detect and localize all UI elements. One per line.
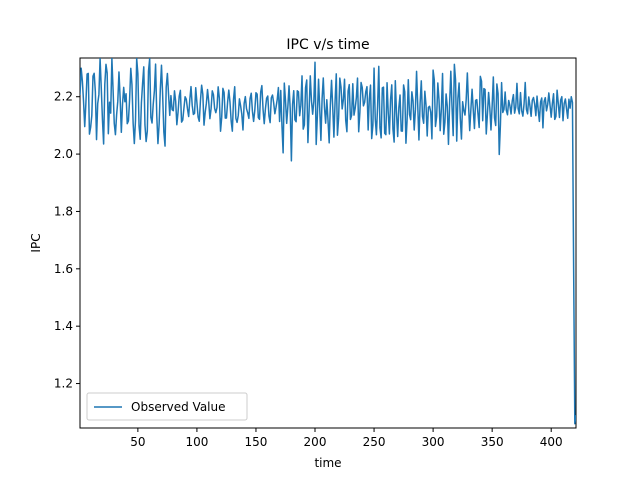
- x-tick-label: 50: [130, 435, 145, 449]
- x-tick-label: 300: [422, 435, 445, 449]
- y-tick-label: 1.6: [54, 262, 73, 276]
- series-line-observed-value: [80, 58, 576, 425]
- x-tick-label: 350: [481, 435, 504, 449]
- x-tick-label: 400: [540, 435, 563, 449]
- legend: Observed Value: [86, 392, 248, 421]
- y-axis-label: IPC: [29, 233, 43, 252]
- y-tick-label: 1.8: [54, 204, 73, 218]
- x-tick-label: 150: [245, 435, 268, 449]
- y-tick-label: 1.4: [54, 319, 73, 333]
- x-tick-label: 250: [363, 435, 386, 449]
- y-tick-label: 2.0: [54, 147, 73, 161]
- chart-title: IPC v/s time: [286, 37, 369, 53]
- x-tick-label: 100: [185, 435, 208, 449]
- plot-frame: [79, 57, 577, 429]
- plot-area: [79, 57, 577, 429]
- x-axis: 50 100 150 200 250 300 350 400: [130, 428, 563, 449]
- y-tick-label: 1.2: [54, 377, 73, 391]
- y-tick-label: 2.2: [54, 90, 73, 104]
- x-tick-label: 200: [304, 435, 327, 449]
- y-axis: 1.2 1.4 1.6 1.8 2.0 2.2: [54, 90, 80, 391]
- legend-label-observed-value: Observed Value: [131, 400, 226, 414]
- x-axis-label: time: [314, 456, 341, 470]
- legend-box: [86, 392, 248, 421]
